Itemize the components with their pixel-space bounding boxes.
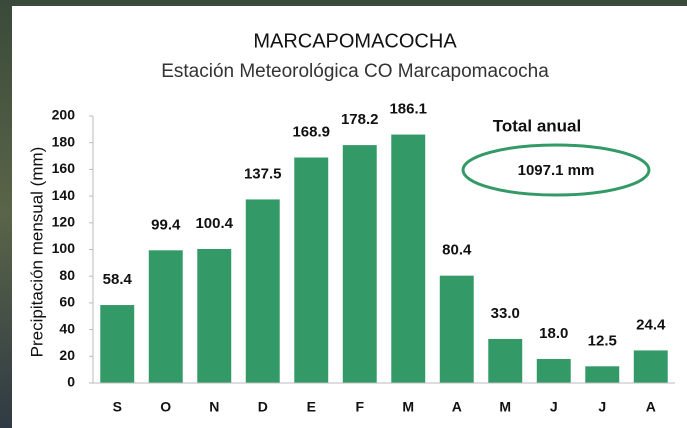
bar (585, 366, 620, 383)
bar (197, 248, 232, 383)
chart-subtitle: Estación Meteorológica CO Marcapomacocha (161, 61, 549, 82)
value-label: 58.4 (103, 271, 133, 288)
value-label: 24.4 (636, 316, 666, 333)
x-tick-label: E (307, 399, 316, 415)
bar (245, 199, 280, 383)
y-tick-label: 20 (59, 347, 75, 363)
value-label: 168.9 (292, 123, 330, 140)
annotation-ellipse (461, 143, 651, 197)
x-tick-label: N (209, 399, 219, 415)
y-tick-label: 100 (52, 240, 76, 256)
value-label: 186.1 (389, 101, 427, 118)
y-tick-label: 80 (59, 267, 75, 283)
bar (633, 350, 668, 383)
value-label: 137.5 (244, 165, 282, 182)
x-tick-label: F (355, 399, 364, 415)
x-tick-label: J (598, 399, 606, 415)
x-tick-label: D (258, 399, 268, 415)
value-label: 99.4 (151, 216, 181, 233)
value-label: 33.0 (491, 305, 520, 322)
value-label: 100.4 (195, 215, 233, 232)
x-tick-label: M (499, 399, 511, 415)
y-tick-label: 120 (52, 214, 76, 230)
x-tick-label: A (646, 399, 656, 415)
value-label: 12.5 (588, 332, 617, 349)
y-tick-label: 60 (59, 294, 75, 310)
y-tick-label: 40 (59, 320, 75, 336)
value-label: 80.4 (442, 242, 472, 259)
chart-title: MARCAPOMACOCHA (253, 30, 457, 52)
y-tick-label: 160 (52, 160, 76, 176)
annotation: 1097.1 mm (518, 162, 595, 179)
y-tick-label: 0 (67, 374, 75, 390)
bar (100, 305, 135, 383)
bar (488, 338, 523, 383)
x-tick-label: A (452, 399, 462, 415)
bar (536, 358, 571, 383)
value-label: 178.2 (341, 111, 379, 128)
bar (391, 134, 426, 383)
bar (294, 157, 329, 383)
x-tick-label: S (113, 399, 122, 415)
annotation: Total anual (493, 116, 581, 135)
x-tick-label: M (402, 399, 414, 415)
x-tick-label: O (160, 399, 171, 415)
y-axis-label: Precipitación mensual (mm) (27, 147, 46, 358)
y-tick-label: 200 (52, 107, 76, 123)
bar (439, 275, 474, 383)
x-tick-label: J (550, 399, 558, 415)
bar (148, 250, 183, 383)
value-label: 18.0 (539, 325, 568, 342)
y-tick-label: 180 (52, 133, 76, 149)
bar (342, 145, 377, 383)
y-tick-label: 140 (52, 187, 76, 203)
